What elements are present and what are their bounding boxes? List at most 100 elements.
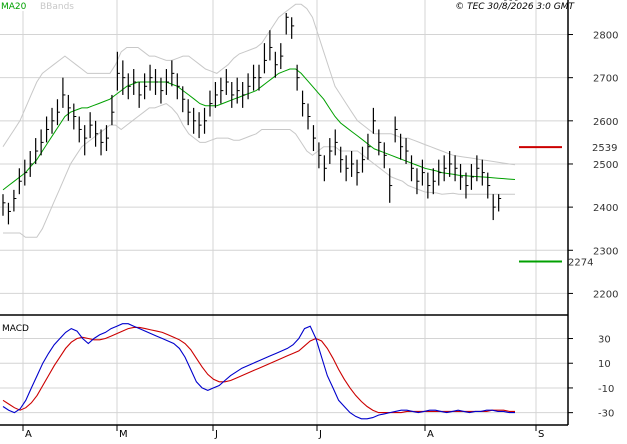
- price-bar: [35, 138, 39, 164]
- price-bar: [263, 43, 267, 74]
- price-bar: [323, 155, 327, 182]
- price-bar: [378, 129, 382, 156]
- price-bar: [449, 151, 453, 177]
- macd-tick-label: -10: [598, 384, 614, 395]
- price-bar: [67, 94, 71, 121]
- bband-upper-line: [2, 3, 516, 166]
- price-bar: [7, 202, 11, 225]
- price-bar: [476, 155, 480, 182]
- price-bar: [383, 142, 387, 169]
- price-bar: [318, 142, 322, 169]
- price-tick-label: 2500: [593, 160, 618, 171]
- price-bar: [285, 12, 289, 35]
- price-bar: [225, 69, 229, 95]
- price-bar: [470, 163, 474, 190]
- price-bar: [94, 120, 99, 147]
- price-bars: [2, 0, 518, 225]
- price-bar: [18, 168, 22, 195]
- price-bar: [394, 116, 398, 143]
- macd-axis-ticks: 30 10 -10 -30: [568, 335, 614, 420]
- macd-signal-line: [2, 326, 515, 414]
- price-tick-label: 2800: [593, 31, 618, 42]
- price-bar: [416, 168, 420, 195]
- price-bar: [421, 159, 425, 186]
- price-bar: [487, 172, 491, 199]
- price-bar: [361, 146, 365, 173]
- price-bar: [40, 129, 44, 156]
- price-bar: [13, 189, 17, 212]
- price-bar: [220, 77, 224, 104]
- date-tick-label: M: [119, 429, 128, 440]
- price-bar: [498, 194, 502, 212]
- price-bar: [329, 138, 333, 164]
- legend-bbands: BBands: [40, 2, 74, 12]
- legend-backdrop: [0, 0, 75, 11]
- price-tick-label: 2700: [593, 74, 618, 85]
- bollinger-bands: [2, 3, 516, 238]
- level-lines: 2539 2274: [519, 143, 617, 268]
- price-bar: [116, 51, 120, 91]
- price-bar: [242, 81, 246, 108]
- price-bar: [252, 64, 257, 91]
- price-bar: [171, 60, 175, 87]
- macd-tick-label: 30: [598, 335, 611, 346]
- price-bar: [312, 125, 316, 152]
- date-tick-label: A: [25, 429, 32, 440]
- price-tick-label: 2300: [593, 246, 618, 257]
- price-bar: [454, 155, 458, 182]
- support-label: 2274: [568, 257, 593, 268]
- price-bar: [24, 159, 28, 186]
- price-bar: [340, 146, 344, 173]
- price-bar: [127, 73, 131, 100]
- price-bar: [209, 90, 213, 117]
- price-grid: [0, 0, 568, 425]
- copyright-notice: © TEC 30/8/2026 3:0 GMT: [455, 2, 575, 12]
- macd-line: [2, 323, 515, 420]
- price-bar: [144, 73, 148, 100]
- price-bar: [459, 163, 464, 190]
- date-tick-label: J: [318, 429, 322, 440]
- price-bar: [149, 64, 153, 91]
- resistance-label: 2539: [592, 143, 617, 154]
- price-bar: [247, 73, 251, 100]
- price-bar: [29, 151, 33, 177]
- price-bar: [438, 159, 442, 186]
- price-tick-label: 2400: [593, 203, 618, 214]
- bband-lower-line: [3, 103, 515, 238]
- price-bar: [182, 86, 186, 113]
- price-bar: [410, 155, 415, 182]
- macd-lines: [2, 323, 515, 420]
- price-bar: [307, 103, 311, 130]
- price-bar: [187, 99, 191, 126]
- price-bar: [193, 107, 197, 134]
- price-bar: [274, 51, 278, 78]
- price-bar: [258, 64, 262, 91]
- price-axis-ticks: 2200 2300 2400 2500 2600 2700 2800: [568, 31, 618, 300]
- price-bar: [62, 77, 66, 108]
- price-bar: [2, 194, 6, 216]
- price-bar: [356, 159, 360, 186]
- price-bar: [389, 168, 393, 203]
- price-bar: [176, 73, 180, 100]
- price-bar: [133, 69, 137, 95]
- price-bar: [160, 77, 164, 104]
- date-tick-label: S: [538, 429, 544, 440]
- price-bar: [56, 99, 60, 126]
- price-tick-label: 2600: [593, 117, 618, 128]
- price-bar: [154, 69, 159, 95]
- price-bar: [122, 60, 126, 95]
- price-bar: [405, 138, 409, 164]
- price-bar: [345, 155, 349, 182]
- price-bar: [165, 69, 169, 95]
- price-bar: [291, 17, 295, 39]
- macd-tick-label: 10: [598, 359, 611, 370]
- price-bar: [138, 81, 142, 108]
- price-bar: [400, 133, 404, 160]
- price-bar: [105, 125, 109, 152]
- price-bar: [427, 172, 431, 199]
- price-bar: [100, 129, 104, 156]
